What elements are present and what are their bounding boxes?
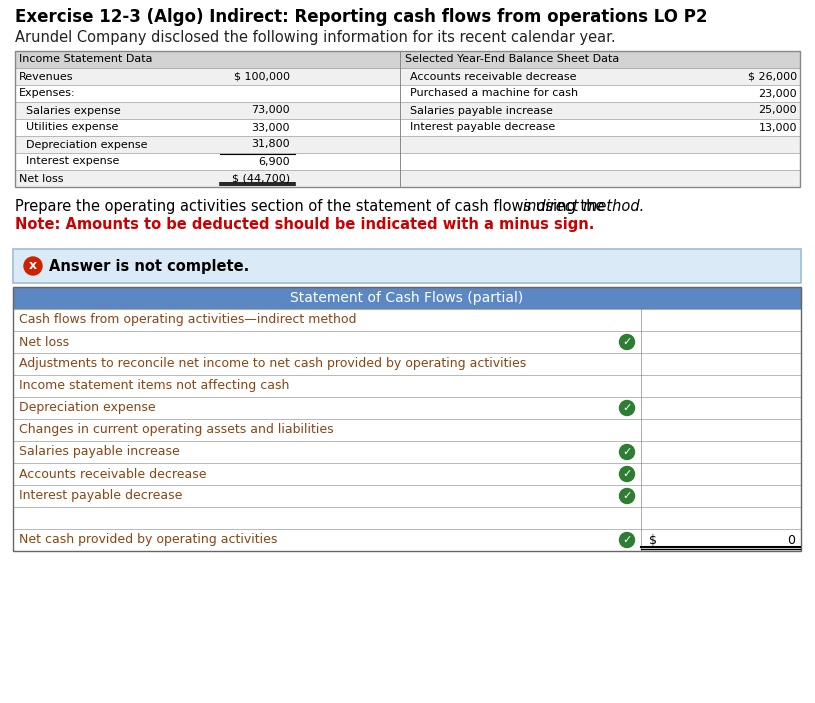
Text: 13,000: 13,000 bbox=[759, 122, 797, 132]
Text: $ 100,000: $ 100,000 bbox=[234, 72, 290, 82]
Bar bbox=[15, 68, 800, 85]
Text: Prepare the operating activities section of the statement of cash flows using th: Prepare the operating activities section… bbox=[15, 199, 609, 214]
Text: Answer is not complete.: Answer is not complete. bbox=[49, 259, 249, 273]
Text: ✓: ✓ bbox=[623, 491, 632, 501]
Text: Depreciation expense: Depreciation expense bbox=[19, 139, 148, 150]
Text: Net loss: Net loss bbox=[19, 174, 64, 183]
Text: Income Statement Data: Income Statement Data bbox=[19, 55, 152, 65]
Bar bbox=[13, 441, 801, 463]
Text: Depreciation expense: Depreciation expense bbox=[19, 401, 156, 415]
Bar bbox=[15, 85, 800, 102]
Circle shape bbox=[619, 467, 635, 482]
Text: 33,000: 33,000 bbox=[252, 122, 290, 132]
Text: Adjustments to reconcile net income to net cash provided by operating activities: Adjustments to reconcile net income to n… bbox=[19, 358, 526, 370]
Bar bbox=[15, 136, 800, 153]
Text: ✓: ✓ bbox=[623, 403, 632, 413]
Bar bbox=[13, 397, 801, 419]
Circle shape bbox=[619, 489, 635, 503]
Bar bbox=[13, 249, 801, 283]
Text: $ (44,700): $ (44,700) bbox=[232, 174, 290, 183]
Bar bbox=[13, 287, 801, 551]
Text: 25,000: 25,000 bbox=[759, 105, 797, 115]
Text: Changes in current operating assets and liabilities: Changes in current operating assets and … bbox=[19, 423, 333, 437]
Text: x: x bbox=[29, 259, 37, 272]
Bar bbox=[13, 331, 801, 353]
Bar bbox=[13, 287, 801, 309]
Text: Cash flows from operating activities—indirect method: Cash flows from operating activities—ind… bbox=[19, 314, 356, 326]
Text: Utilities expense: Utilities expense bbox=[19, 122, 118, 132]
Text: ✓: ✓ bbox=[623, 446, 632, 456]
Circle shape bbox=[24, 257, 42, 275]
Text: $: $ bbox=[649, 534, 657, 546]
Text: Interest expense: Interest expense bbox=[19, 157, 119, 167]
Bar bbox=[13, 507, 801, 529]
Text: $ 26,000: $ 26,000 bbox=[748, 72, 797, 82]
Text: ✓: ✓ bbox=[623, 534, 632, 545]
Text: Arundel Company disclosed the following information for its recent calendar year: Arundel Company disclosed the following … bbox=[15, 30, 615, 45]
Bar bbox=[15, 119, 800, 136]
Circle shape bbox=[619, 401, 635, 415]
Text: Accounts receivable decrease: Accounts receivable decrease bbox=[19, 467, 206, 480]
Bar bbox=[13, 375, 801, 397]
Text: Net cash provided by operating activities: Net cash provided by operating activitie… bbox=[19, 534, 277, 546]
Text: Interest payable decrease: Interest payable decrease bbox=[19, 489, 183, 503]
Text: Salaries payable increase: Salaries payable increase bbox=[19, 446, 180, 458]
Circle shape bbox=[619, 444, 635, 460]
Bar bbox=[15, 153, 800, 170]
Bar bbox=[15, 170, 800, 187]
Text: ✓: ✓ bbox=[623, 468, 632, 479]
Bar bbox=[13, 353, 801, 375]
Text: Selected Year-End Balance Sheet Data: Selected Year-End Balance Sheet Data bbox=[405, 55, 619, 65]
Text: Interest payable decrease: Interest payable decrease bbox=[410, 122, 555, 132]
Bar bbox=[15, 102, 800, 119]
Bar bbox=[13, 419, 801, 441]
Bar bbox=[13, 485, 801, 507]
Text: Exercise 12-3 (Algo) Indirect: Reporting cash flows from operations LO P2: Exercise 12-3 (Algo) Indirect: Reporting… bbox=[15, 8, 707, 26]
Text: Net loss: Net loss bbox=[19, 335, 69, 349]
Text: 0: 0 bbox=[787, 534, 795, 546]
Circle shape bbox=[619, 335, 635, 349]
Text: 6,900: 6,900 bbox=[258, 157, 290, 167]
Text: Purchased a machine for cash: Purchased a machine for cash bbox=[410, 89, 578, 98]
Text: indirect method.: indirect method. bbox=[523, 199, 645, 214]
Text: Statement of Cash Flows (partial): Statement of Cash Flows (partial) bbox=[290, 291, 523, 305]
Text: 23,000: 23,000 bbox=[759, 89, 797, 98]
Text: Salaries payable increase: Salaries payable increase bbox=[410, 105, 553, 115]
Bar bbox=[15, 51, 800, 187]
Text: Note: Amounts to be deducted should be indicated with a minus sign.: Note: Amounts to be deducted should be i… bbox=[15, 217, 594, 232]
Text: Income statement items not affecting cash: Income statement items not affecting cas… bbox=[19, 380, 289, 392]
Text: Accounts receivable decrease: Accounts receivable decrease bbox=[410, 72, 576, 82]
Text: Revenues: Revenues bbox=[19, 72, 73, 82]
Bar bbox=[13, 309, 801, 331]
Text: ✓: ✓ bbox=[623, 337, 632, 347]
Text: 73,000: 73,000 bbox=[251, 105, 290, 115]
Text: Salaries expense: Salaries expense bbox=[19, 105, 121, 115]
Circle shape bbox=[619, 532, 635, 548]
Text: 31,800: 31,800 bbox=[251, 139, 290, 150]
Text: Expenses:: Expenses: bbox=[19, 89, 76, 98]
Bar bbox=[13, 529, 801, 551]
Bar bbox=[13, 463, 801, 485]
Bar bbox=[15, 51, 800, 68]
